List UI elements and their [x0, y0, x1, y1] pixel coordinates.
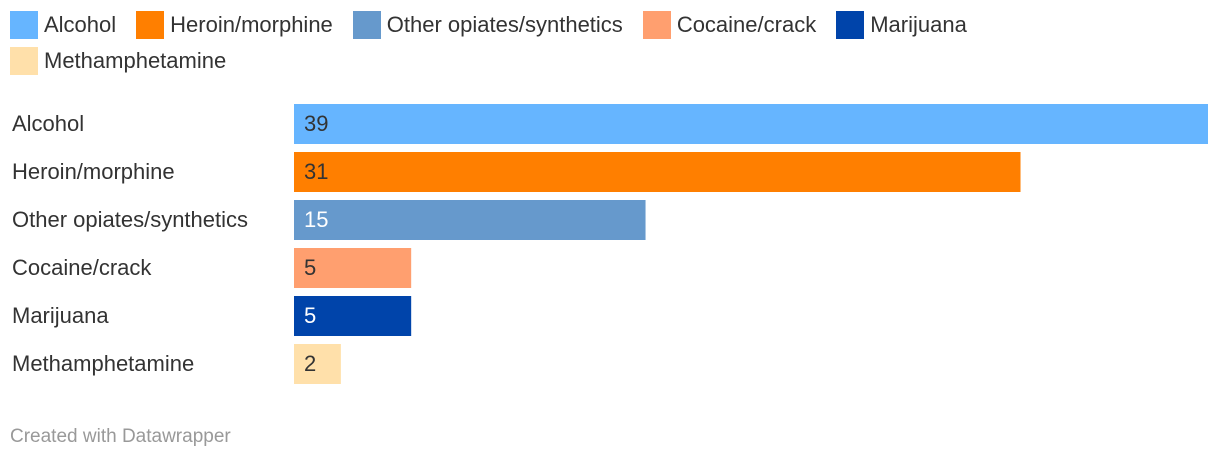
legend-label: Alcohol — [44, 12, 117, 37]
category-label: Other opiates/synthetics — [12, 207, 248, 232]
credit: Created with Datawrapper — [10, 426, 231, 447]
legend-item: Alcohol — [10, 10, 116, 40]
value-label: 5 — [304, 255, 316, 280]
legend-swatch — [836, 11, 865, 39]
legend-swatch — [10, 11, 38, 39]
value-label: 31 — [304, 159, 328, 184]
bar — [294, 152, 1021, 192]
legend-label: Methamphetamine — [44, 48, 227, 73]
bar — [294, 104, 1208, 144]
value-label: 5 — [304, 303, 316, 328]
legend-swatch — [352, 11, 381, 39]
legend-swatch — [10, 47, 38, 75]
legend-label: Heroin/morphine — [170, 12, 333, 37]
legend-item: Methamphetamine — [10, 46, 226, 76]
legend-label: Other opiates/synthetics — [386, 12, 623, 37]
legend-item: Heroin/morphine — [136, 10, 333, 40]
bar — [294, 296, 412, 336]
legend-label: Marijuana — [870, 12, 967, 37]
legend-swatch — [136, 11, 165, 39]
legend-swatch — [642, 11, 671, 39]
category-label: Marijuana — [12, 303, 109, 328]
category-label: Cocaine/crack — [12, 255, 152, 280]
legend: Alcohol Heroin/morphine Other opiates/synt… — [10, 10, 1100, 76]
legend-item: Cocaine/crack — [642, 10, 817, 40]
legend-label: Cocaine/crack — [676, 12, 817, 37]
value-label: 2 — [304, 351, 316, 376]
value-label: 15 — [304, 207, 328, 232]
legend-item: Other opiates/synthetics — [352, 10, 623, 40]
value-label: 39 — [304, 111, 328, 136]
category-label: Heroin/morphine — [12, 159, 175, 184]
bar — [294, 200, 646, 240]
bar — [294, 344, 341, 384]
bar — [294, 248, 412, 288]
category-label: Alcohol — [12, 111, 84, 136]
category-label: Methamphetamine — [12, 351, 194, 376]
legend-item: Marijuana — [836, 10, 967, 40]
